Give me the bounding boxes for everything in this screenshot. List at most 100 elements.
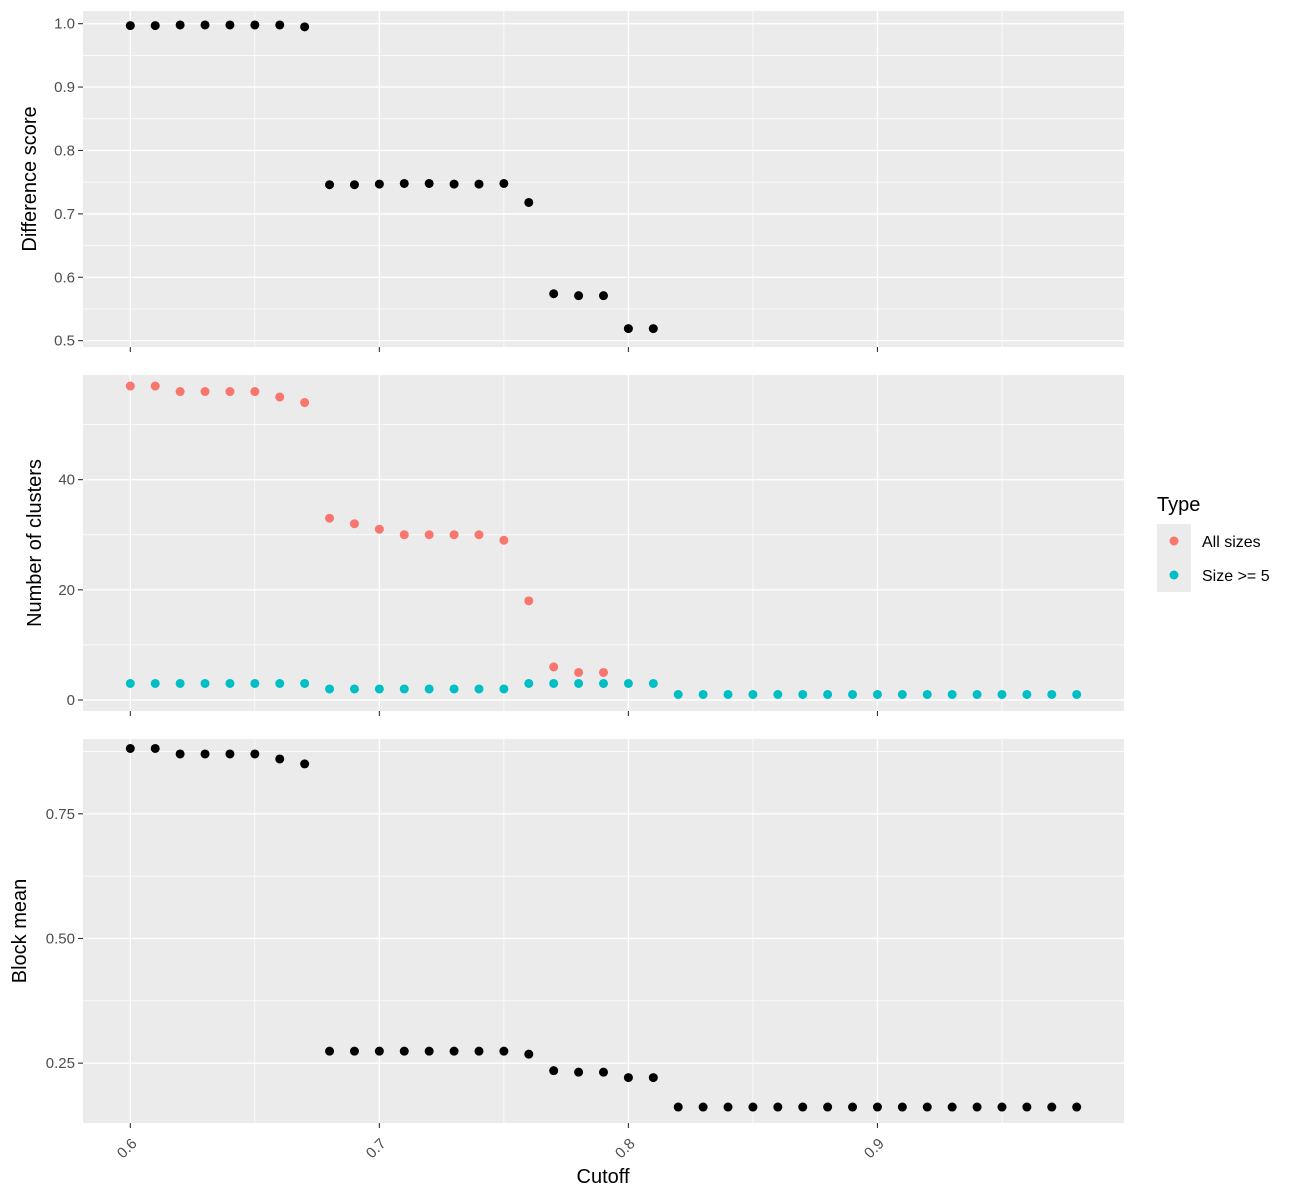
x-tick-label: 0.8 <box>612 1135 639 1162</box>
data-point <box>1047 1102 1057 1112</box>
data-point <box>723 689 733 699</box>
y-tick-label: 0.9 <box>54 79 75 96</box>
data-point <box>449 684 459 694</box>
data-point <box>574 678 584 688</box>
legend-key-all-sizes <box>1169 536 1179 546</box>
data-point <box>549 289 559 299</box>
data-point <box>349 1046 359 1056</box>
data-point <box>275 754 285 764</box>
data-point <box>549 1066 559 1076</box>
data-point <box>300 398 310 408</box>
data-point <box>723 1102 733 1112</box>
x-tick-label: 0.6 <box>114 1135 141 1162</box>
data-point <box>972 1102 982 1112</box>
y-tick-label: 40 <box>58 472 75 489</box>
data-point <box>872 1102 882 1112</box>
data-point <box>1022 1102 1032 1112</box>
data-point <box>499 1046 509 1056</box>
legend: Type All sizes Size >= 5 <box>1157 494 1270 592</box>
data-point <box>474 1046 484 1056</box>
y-axis-title-number-of-clusters: Number of clusters <box>24 459 46 627</box>
y-tick-label: 0.75 <box>46 806 75 823</box>
y-axis-title-block-mean: Block mean <box>9 879 31 984</box>
data-point <box>374 179 384 189</box>
data-point <box>325 684 335 694</box>
y-axis-title-difference-score: Difference score <box>19 106 41 251</box>
data-point <box>424 178 434 188</box>
data-point <box>947 1102 957 1112</box>
data-point <box>897 1102 907 1112</box>
data-point <box>374 684 384 694</box>
data-point <box>599 678 608 688</box>
data-point <box>574 667 584 677</box>
data-point <box>623 1073 633 1083</box>
data-point <box>300 22 310 32</box>
data-point <box>648 324 658 334</box>
data-point <box>250 749 260 759</box>
y-tick-label: 0.8 <box>54 142 75 159</box>
y-tick-label: 1.0 <box>54 16 75 33</box>
series-number-of-clusters-0 <box>125 381 608 677</box>
data-point <box>175 20 185 30</box>
x-tick-label: 0.7 <box>363 1135 390 1162</box>
y-tick-label: 0.5 <box>54 333 75 350</box>
data-point <box>848 689 858 699</box>
data-point <box>449 1046 459 1056</box>
data-point <box>947 689 957 699</box>
data-point <box>474 179 484 189</box>
data-point <box>474 530 484 540</box>
data-point <box>225 678 235 688</box>
panel-background <box>83 375 1124 711</box>
data-point <box>599 291 608 301</box>
data-point <box>798 1102 808 1112</box>
data-point <box>623 678 633 688</box>
data-point <box>200 749 210 759</box>
data-point <box>449 179 459 189</box>
data-point <box>349 180 359 190</box>
panel-background <box>83 739 1124 1123</box>
data-point <box>499 684 509 694</box>
data-point <box>200 387 210 397</box>
data-point <box>997 1102 1007 1112</box>
data-point <box>275 392 285 402</box>
data-point <box>648 678 658 688</box>
data-point <box>1047 689 1057 699</box>
data-point <box>972 689 982 699</box>
data-point <box>648 1073 658 1083</box>
data-point <box>150 21 160 31</box>
series-difference-score-0 <box>125 20 658 334</box>
data-point <box>524 1049 534 1059</box>
data-point <box>175 678 185 688</box>
data-point <box>175 749 185 759</box>
y-tick-label: 0.6 <box>54 269 75 286</box>
data-point <box>823 1102 833 1112</box>
data-point <box>225 20 235 30</box>
panel-background <box>83 11 1124 347</box>
data-point <box>848 1102 858 1112</box>
data-point <box>798 689 808 699</box>
legend-key-size-5 <box>1169 570 1179 580</box>
data-point <box>673 1102 683 1112</box>
data-point <box>424 1046 434 1056</box>
data-point <box>1022 689 1032 699</box>
data-point <box>748 689 758 699</box>
data-point <box>623 324 633 334</box>
data-point <box>325 180 335 190</box>
y-tick-label: 20 <box>58 582 75 599</box>
data-point <box>300 678 310 688</box>
data-point <box>374 1046 384 1056</box>
y-tick-label: 0.7 <box>54 206 75 223</box>
data-point <box>574 291 584 301</box>
panel-block-mean: 0.25 0.50 0.75 0.6 0.7 0.8 0.9 Block mean <box>9 739 1124 1162</box>
panels-layer: 0.5 0.6 0.7 0.8 0.9 1.0 Difference score 0 20 40 N… <box>9 11 1124 1162</box>
panel-number-of-clusters: 0 20 40 Number of clusters <box>24 375 1124 716</box>
data-point <box>150 678 160 688</box>
legend-label-all-sizes: All sizes <box>1202 534 1261 551</box>
data-point <box>349 684 359 694</box>
data-point <box>673 689 683 699</box>
x-tick-label: 0.9 <box>861 1135 888 1162</box>
data-point <box>225 387 235 397</box>
data-point <box>524 596 534 606</box>
data-point <box>599 667 608 677</box>
data-point <box>823 689 833 699</box>
